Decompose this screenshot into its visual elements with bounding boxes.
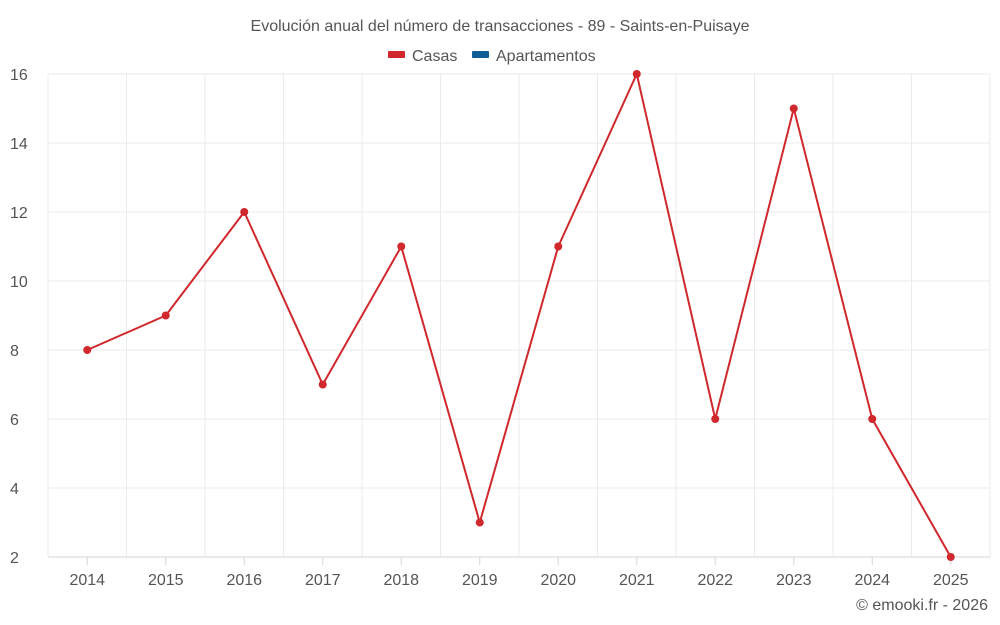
x-tick-label: 2016	[226, 572, 262, 589]
data-point[interactable]	[318, 380, 327, 389]
series-line-casas	[86, 73, 952, 558]
data-point[interactable]	[632, 70, 641, 78]
y-tick-label: 2	[10, 550, 19, 567]
data-point[interactable]	[397, 242, 406, 251]
data-point[interactable]	[946, 553, 955, 561]
y-tick-label: 16	[10, 67, 28, 84]
x-tick-label: 2022	[697, 572, 733, 589]
data-point[interactable]	[789, 104, 798, 113]
x-tick-label: 2023	[776, 572, 812, 589]
x-tick-label: 2021	[619, 572, 655, 589]
chart-title: Evolución anual del número de transaccio…	[251, 18, 750, 35]
legend: Casas Apartamentos	[388, 48, 596, 65]
axes: 2 4 6 8 10 12 14 16 2014 2015 2016 2017 2018 2019 2020…	[10, 67, 990, 589]
y-tick-label: 6	[10, 412, 19, 429]
data-point[interactable]	[240, 208, 249, 216]
y-tick-label: 10	[10, 274, 28, 291]
data-point[interactable]	[554, 242, 563, 251]
legend-swatch-casas	[388, 51, 405, 58]
series-casas	[83, 70, 955, 561]
data-point[interactable]	[711, 415, 720, 423]
y-tick-label: 14	[10, 136, 28, 153]
x-tick-label: 2015	[148, 572, 184, 589]
x-tick-label: 2017	[305, 572, 341, 589]
legend-label-apartamentos: Apartamentos	[496, 48, 596, 65]
y-tick-label: 4	[10, 481, 19, 498]
grid	[47, 73, 991, 558]
x-tick-label: 2025	[933, 572, 969, 589]
x-tick-label: 2019	[462, 572, 498, 589]
legend-item-casas[interactable]: Casas	[388, 48, 457, 65]
data-point[interactable]	[161, 311, 170, 320]
x-tick-label: 2018	[383, 572, 419, 589]
x-tick-label: 2024	[854, 572, 890, 589]
data-point[interactable]	[475, 518, 484, 527]
y-tick-label: 12	[10, 205, 28, 222]
x-tick-label: 2014	[69, 572, 105, 589]
data-point[interactable]	[83, 346, 92, 354]
credit-text: © emooki.fr - 2026	[856, 597, 988, 614]
y-tick-label: 8	[10, 343, 19, 360]
legend-item-apartamentos[interactable]: Apartamentos	[472, 48, 596, 65]
legend-swatch-apartamentos	[472, 51, 489, 58]
data-point[interactable]	[868, 415, 877, 423]
legend-label-casas: Casas	[412, 48, 457, 65]
x-tick-label: 2020	[540, 572, 576, 589]
